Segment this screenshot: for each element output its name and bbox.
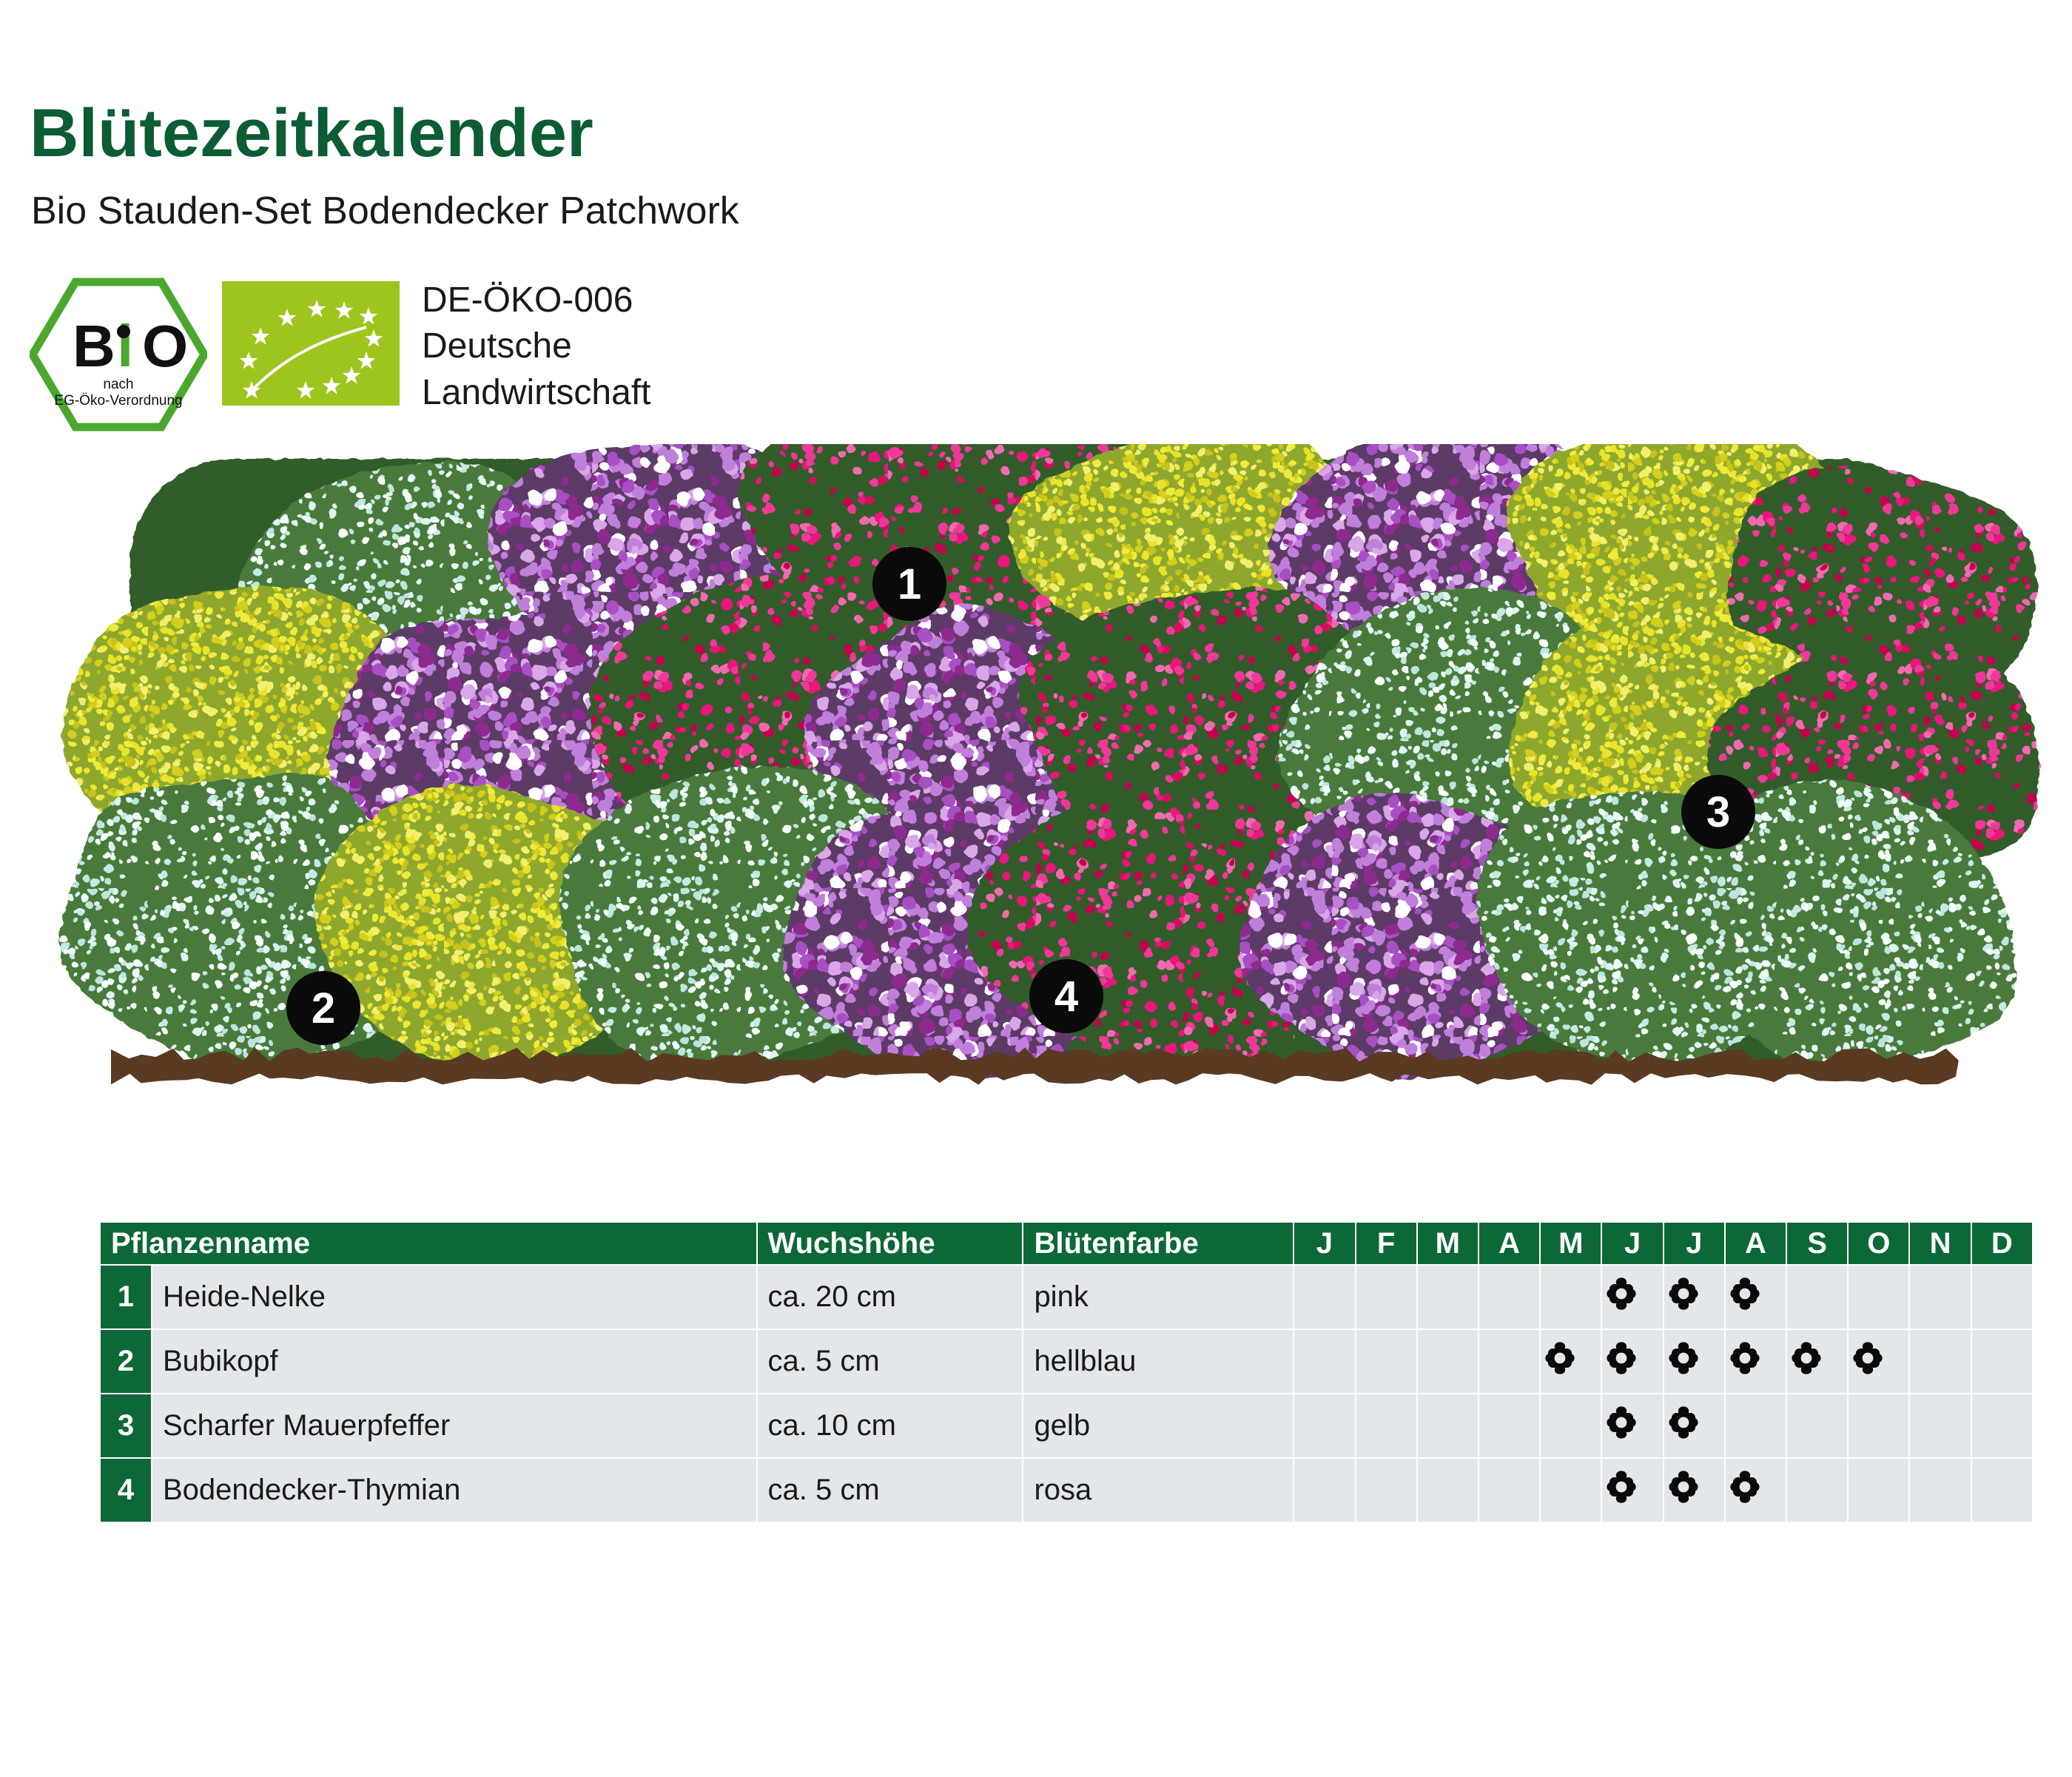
svg-text:i: i <box>117 313 133 379</box>
svg-text:B: B <box>73 313 115 379</box>
svg-text:nach: nach <box>103 377 133 392</box>
svg-text:O: O <box>142 313 188 379</box>
svg-text:EG-Öko-Verordnung: EG-Öko-Verordnung <box>54 393 182 409</box>
